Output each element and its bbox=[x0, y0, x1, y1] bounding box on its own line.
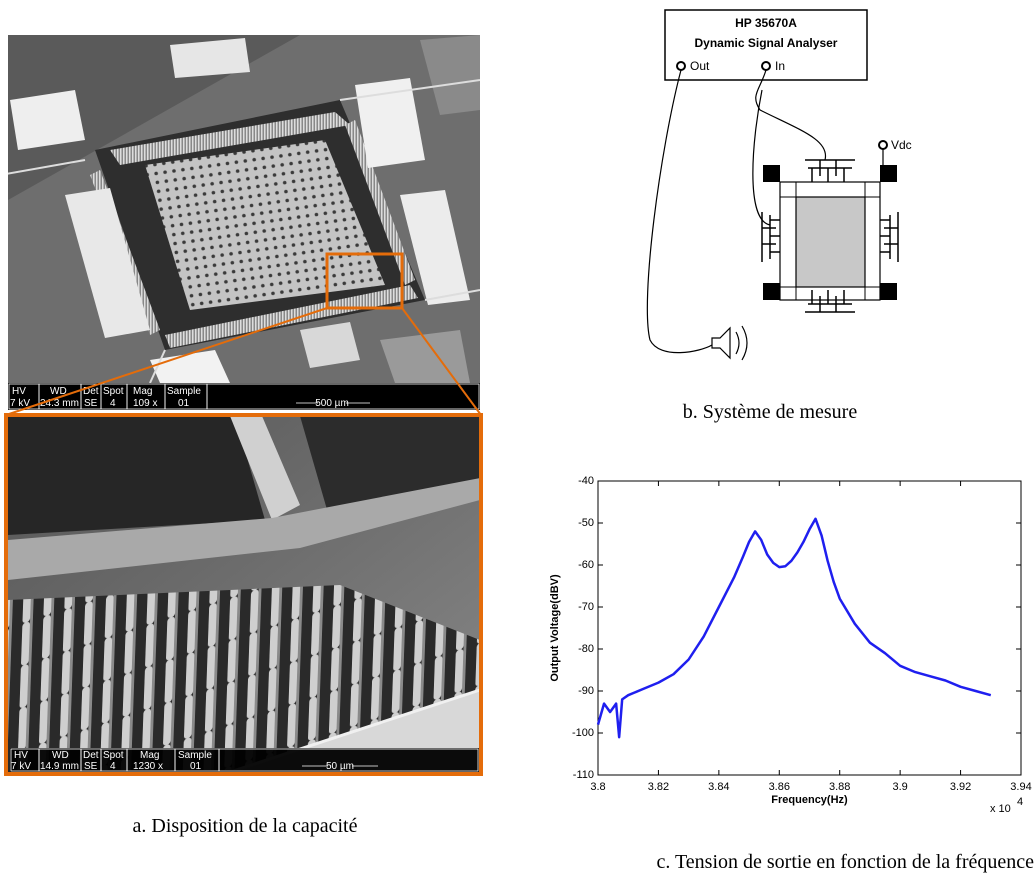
y-tick-label: -80 bbox=[578, 643, 594, 655]
y-tick-label: -100 bbox=[572, 727, 594, 739]
y-tick-label: -50 bbox=[578, 517, 594, 529]
instrument-model: HP 35670A bbox=[735, 16, 797, 30]
bar-value: 1230 x bbox=[133, 761, 163, 772]
bar-value: 109 x bbox=[133, 398, 157, 409]
sem-overview bbox=[0, 35, 480, 410]
bar-value: 01 bbox=[178, 398, 190, 409]
y-tick-label: -70 bbox=[578, 601, 594, 613]
schematic-shape-shape bbox=[756, 70, 826, 160]
x-tick-label: 3.8 bbox=[590, 781, 605, 793]
sem-info-bar-shape bbox=[10, 748, 479, 772]
port-label: In bbox=[775, 59, 785, 73]
port-label: Out bbox=[690, 59, 710, 73]
x-tick-label: 3.9 bbox=[892, 781, 907, 793]
y-axis-label: Output Voltage(dBV) bbox=[549, 574, 561, 682]
x-tick-label: 3.92 bbox=[950, 781, 971, 793]
sem-zoom-shape bbox=[8, 416, 265, 535]
bar-header: Mag bbox=[140, 750, 159, 761]
bar-value: 7 kV bbox=[11, 761, 31, 772]
schematic-shape-shape bbox=[647, 70, 712, 353]
y-tick-label: -40 bbox=[578, 475, 594, 487]
y-tick-label: -90 bbox=[578, 685, 594, 697]
bar-header: Sample bbox=[167, 386, 201, 397]
vdc-label: Vdc bbox=[891, 138, 912, 152]
bar-value: 24.3 mm bbox=[40, 398, 79, 409]
sem-info-bar: HV WD Det Spot Mag Sample 7 kV 14.9 mm S… bbox=[10, 748, 479, 772]
x-axis-label: Frequency(Hz) bbox=[771, 794, 848, 806]
schematic-shape bbox=[880, 165, 897, 182]
x-tick-label: 3.86 bbox=[769, 781, 790, 793]
bar-header: WD bbox=[52, 750, 69, 761]
schematic-shape bbox=[677, 62, 685, 70]
caption: c. Tension de sortie en fonction de la f… bbox=[656, 851, 1034, 873]
bar-value: SE bbox=[84, 761, 98, 772]
sem-zoom bbox=[8, 416, 480, 772]
schematic: HP 35670A Dynamic Signal Analyser Out In… bbox=[647, 10, 911, 360]
schematic-shape bbox=[763, 165, 780, 182]
x-tick-label: 3.82 bbox=[648, 781, 669, 793]
x-tick-label: 3.88 bbox=[829, 781, 850, 793]
sem-overview-shape bbox=[300, 322, 360, 368]
schematic-shape bbox=[736, 326, 747, 360]
schematic-shape-shape bbox=[762, 212, 780, 262]
x-multiplier-exponent: 4 bbox=[1017, 796, 1023, 808]
bar-value: SE bbox=[84, 398, 98, 409]
sem-overview-shape bbox=[170, 38, 250, 78]
x-multiplier: x 10 bbox=[990, 803, 1011, 815]
schematic-shape bbox=[763, 283, 780, 300]
schematic-shape bbox=[796, 197, 865, 287]
bar-value: 4 bbox=[110, 761, 116, 772]
x-tick-label: 3.94 bbox=[1010, 781, 1031, 793]
plot-frame bbox=[598, 481, 1021, 775]
caption: a. Disposition de la capacité bbox=[133, 815, 358, 837]
x-tick-label: 3.84 bbox=[708, 781, 729, 793]
bar-header: Spot bbox=[103, 750, 124, 761]
bar-header: Mag bbox=[133, 386, 152, 397]
sem-overview-shape bbox=[10, 90, 85, 150]
schematic-shape-shape bbox=[880, 212, 898, 262]
y-tick-label: -60 bbox=[578, 559, 594, 571]
page: { "panel_a": { "caption": "a. Dispositio… bbox=[0, 0, 1036, 888]
schematic-shape bbox=[712, 328, 730, 358]
bar-header: HV bbox=[14, 750, 28, 761]
bar-value: 4 bbox=[110, 398, 116, 409]
sem-info-bar: HV WD Det Spot Mag Sample 7 kV 24.3 mm S… bbox=[8, 383, 480, 410]
caption: b. Système de mesure bbox=[683, 401, 858, 423]
schematic-shape bbox=[879, 141, 887, 149]
instrument-name: Dynamic Signal Analyser bbox=[695, 36, 838, 50]
schematic-shape bbox=[762, 62, 770, 70]
bar-value: 01 bbox=[190, 761, 202, 772]
bar-header: Det bbox=[83, 750, 99, 761]
bar-header: HV bbox=[12, 386, 26, 397]
y-tick-label: -110 bbox=[573, 769, 594, 781]
figure: HV WD Det Spot Mag Sample 7 kV 24.3 mm S… bbox=[0, 0, 1036, 888]
scale-label: 500 µm bbox=[315, 398, 349, 409]
chart: -110 -100 -90 -80 -70 -60 -50 -40 3.8 3.82 3.84 3.8… bbox=[549, 475, 1032, 815]
bar-header: Spot bbox=[103, 386, 124, 397]
schematic-shape bbox=[880, 283, 897, 300]
schematic-shape-shape bbox=[805, 160, 855, 182]
bar-value: 14.9 mm bbox=[40, 761, 79, 772]
scale-label: 50 µm bbox=[326, 761, 354, 772]
bar-header: Sample bbox=[178, 750, 212, 761]
